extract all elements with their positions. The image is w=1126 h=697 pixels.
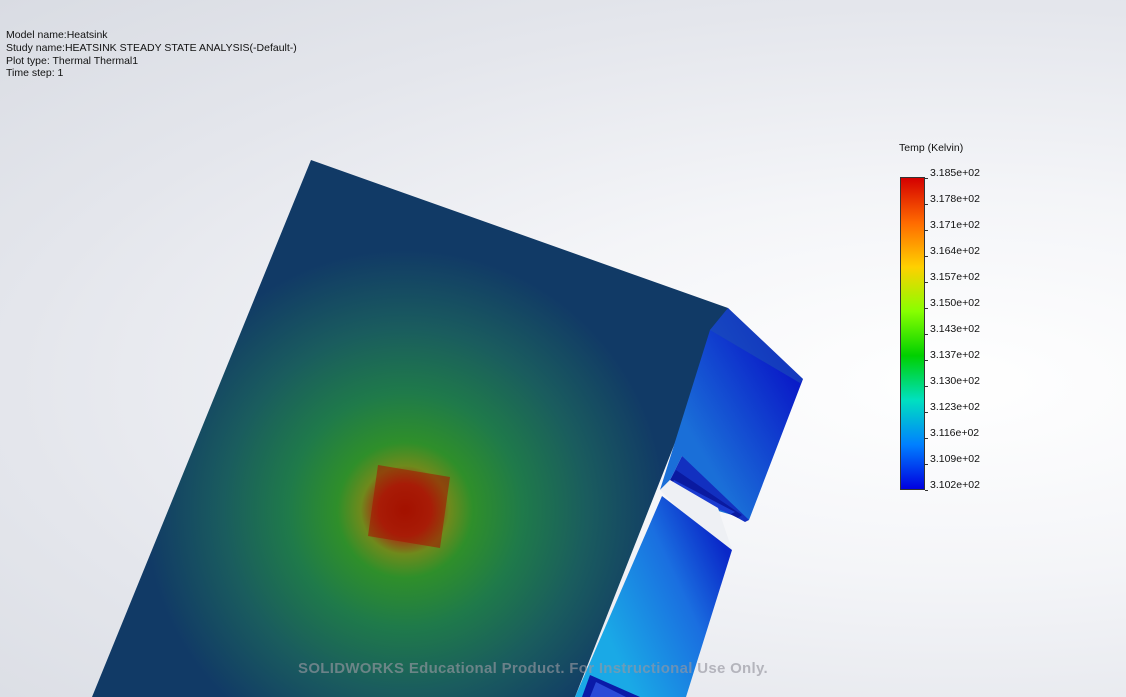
plot-type-text: Plot type: Thermal Thermal1 [6,54,139,67]
educational-watermark: SOLIDWORKS Educational Product. For Inst… [298,660,768,677]
legend-value-label: 3.143e+02 [925,323,980,335]
legend-value-labels: 3.185e+02 3.178e+02 3.171e+02 3.164e+02 3.15… [924,167,1010,497]
legend-value-label: 3.157e+02 [925,271,980,283]
legend-value-label: 3.185e+02 [925,167,980,179]
heatsink-top-edge [710,308,803,383]
legend-value-label: 3.150e+02 [925,297,980,309]
notch-gap [660,480,732,550]
fin-tooth [590,682,626,697]
heat-source-spot [368,465,450,548]
plot-info: Model name:Heatsink Study name:HEATSINK … [6,29,297,80]
fin-teeth-upper [670,456,749,522]
legend-value-label: 3.164e+02 [925,245,980,257]
legend-value-label: 3.130e+02 [925,375,980,387]
heatsink-top-face [92,160,728,697]
legend-value-label: 3.102e+02 [925,479,980,491]
legend-value-label: 3.109e+02 [925,453,980,465]
temperature-color-bar [900,177,925,490]
legend-value-label: 3.123e+02 [925,401,980,413]
fin-tooth [668,480,735,514]
study-name-text: Study name:HEATSINK STEADY STATE ANALYSI… [6,41,297,54]
heatsink-side-lower [575,496,732,697]
model-name-text: Model name:Heatsink [6,29,108,41]
legend-title: Temp (Kelvin) [899,142,964,154]
time-step-text: Time step: 1 [6,67,64,80]
legend-value-label: 3.116e+02 [924,427,980,439]
legend-value-label: 3.137e+02 [925,349,980,361]
legend-value-label: 3.178e+02 [925,193,980,205]
legend-value-label: 3.171e+02 [925,219,980,231]
